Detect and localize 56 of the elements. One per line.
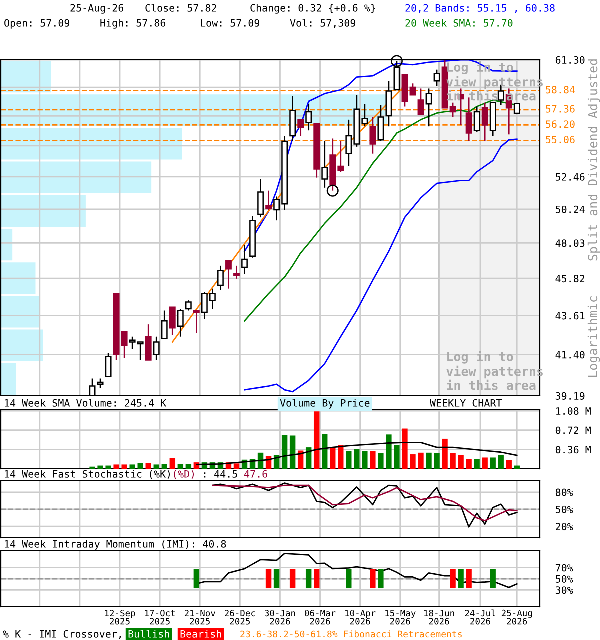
y-tick-label: 41.40 <box>556 351 585 359</box>
text: Bearish <box>180 630 222 638</box>
legend-title: % K - IMI Crossover, <box>3 630 122 640</box>
y-tick-label: 30% <box>556 586 574 594</box>
chart-title: 14 Week Fast Stochastic <box>5 470 142 478</box>
x-tick-label: 18-Jun 2026 <box>424 610 454 625</box>
text: Logarithmic <box>588 296 600 378</box>
x-tick-label: 25-Aug 2026 <box>502 610 532 625</box>
text: Close: 57.82 <box>146 4 216 12</box>
x-tick-label: 21-Nov 2025 <box>184 610 216 625</box>
y-tick-label: 52.46 <box>556 173 585 181</box>
text: High: 57.86 <box>100 19 166 29</box>
y-tick-label: 39.19 <box>556 392 585 400</box>
x-tick-label: 06-Mar 2026 <box>305 610 336 625</box>
y-tick-label: 50% <box>556 506 574 514</box>
text: 20 Week SMA: 57.70 <box>406 19 513 27</box>
x-tick-label: 10-Apr 2026 <box>346 610 376 625</box>
text: 25-Aug-26 <box>70 4 124 14</box>
y-tick-label: 1.08 M <box>556 407 591 416</box>
text: Volume By Price <box>280 399 370 409</box>
y-tick-label: 0.72 M <box>556 426 591 434</box>
text: : 44.5 <box>204 470 238 478</box>
y-tick-label: 50.24 <box>556 206 585 214</box>
text: Bullish <box>128 630 170 638</box>
y-tick-label: 50% <box>556 575 574 583</box>
text: WEEKLY CHART <box>430 399 502 407</box>
ref-line-label: 57.36 <box>546 105 575 113</box>
y-tick-label: 80% <box>556 488 574 496</box>
chart-title: 14 Week Intraday Momentum (IMI): 40.8 <box>5 540 226 550</box>
ref-line-label: 56.20 <box>546 120 575 128</box>
text: Vol: 57,309 <box>290 19 356 28</box>
y-tick-label: 48.03 <box>556 240 585 248</box>
x-tick-label: 17-Oct 2025 <box>145 610 176 625</box>
y-tick-label: 43.61 <box>556 312 585 320</box>
x-tick-label: 26-Dec 2025 <box>225 610 256 625</box>
text: (%K) <box>150 470 170 480</box>
x-tick-label: 15-May 2026 <box>386 610 416 625</box>
chart-title: 14 Week SMA Volume: 245.4 K <box>5 399 167 407</box>
x-tick-label: 24-Jul 2026 <box>465 610 496 625</box>
ref-line-label: 58.84 <box>546 86 576 94</box>
y-tick-label: 0.36 M <box>556 446 591 454</box>
series-label: (%D) <box>174 470 194 480</box>
y-tick-label: 61.30 <box>556 56 585 64</box>
text: 47.6 <box>244 470 268 478</box>
y-tick-label: 20% <box>556 523 574 531</box>
y-axis-title: Split and Dividend Adjusted <box>588 60 600 261</box>
text: 23.6-38.2-50-61.8% Fibonacci Retracements <box>240 630 462 638</box>
ref-line-label: 55.06 <box>546 136 575 144</box>
x-tick-label: 12-Sep 2025 <box>105 610 136 625</box>
text: Low: 57.09 <box>201 19 260 27</box>
x-tick-label: 30-Jan 2026 <box>265 610 296 625</box>
text: 20,2 Bands: 55.15 , 60.38 <box>406 4 555 14</box>
text: Change: 0.32 {+0.6 %} <box>250 4 376 14</box>
y-tick-label: 70% <box>556 564 574 572</box>
text: Open: 57.09 <box>4 19 70 29</box>
y-tick-label: 45.82 <box>556 275 585 283</box>
